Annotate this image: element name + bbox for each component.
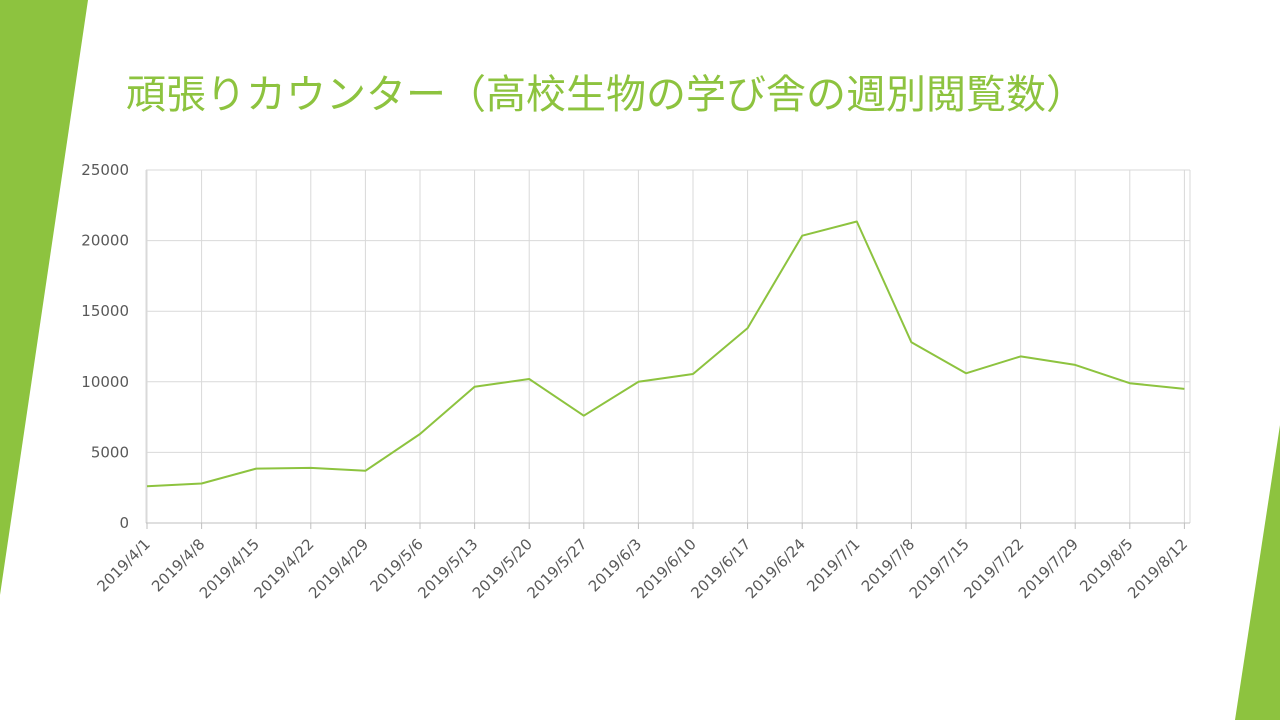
y-tick-label: 0 (119, 514, 129, 532)
slide-title: 頑張りカウンター（高校生物の学び舎の週別閲覧数） (126, 72, 1086, 118)
chart-grid (146, 169, 1191, 523)
y-tick-label: 20000 (81, 232, 129, 250)
series-line (146, 220, 1185, 488)
y-tick-label: 5000 (91, 443, 129, 461)
x-tick-label: 2019/4/29 (305, 535, 372, 602)
x-axis-ticks: 2019/4/12019/4/82019/4/152019/4/222019/4… (93, 535, 1191, 602)
y-tick-label: 10000 (81, 373, 129, 391)
y-tick-label: 15000 (81, 302, 129, 320)
right-green-stripe (1235, 425, 1280, 720)
x-tick-label: 2019/7/29 (1015, 535, 1082, 602)
x-tick-label: 2019/5/27 (524, 535, 591, 602)
x-tick-label: 2019/7/1 (803, 535, 863, 595)
chart-axes (145, 170, 1190, 529)
x-tick-label: 2019/8/12 (1124, 535, 1191, 602)
y-axis-ticks: 0 5000 10000 15000 20000 25000 (81, 161, 129, 532)
x-tick-label: 2019/4/1 (93, 535, 153, 595)
y-tick-label: 25000 (81, 161, 129, 179)
x-tick-label: 2019/6/24 (742, 535, 809, 602)
